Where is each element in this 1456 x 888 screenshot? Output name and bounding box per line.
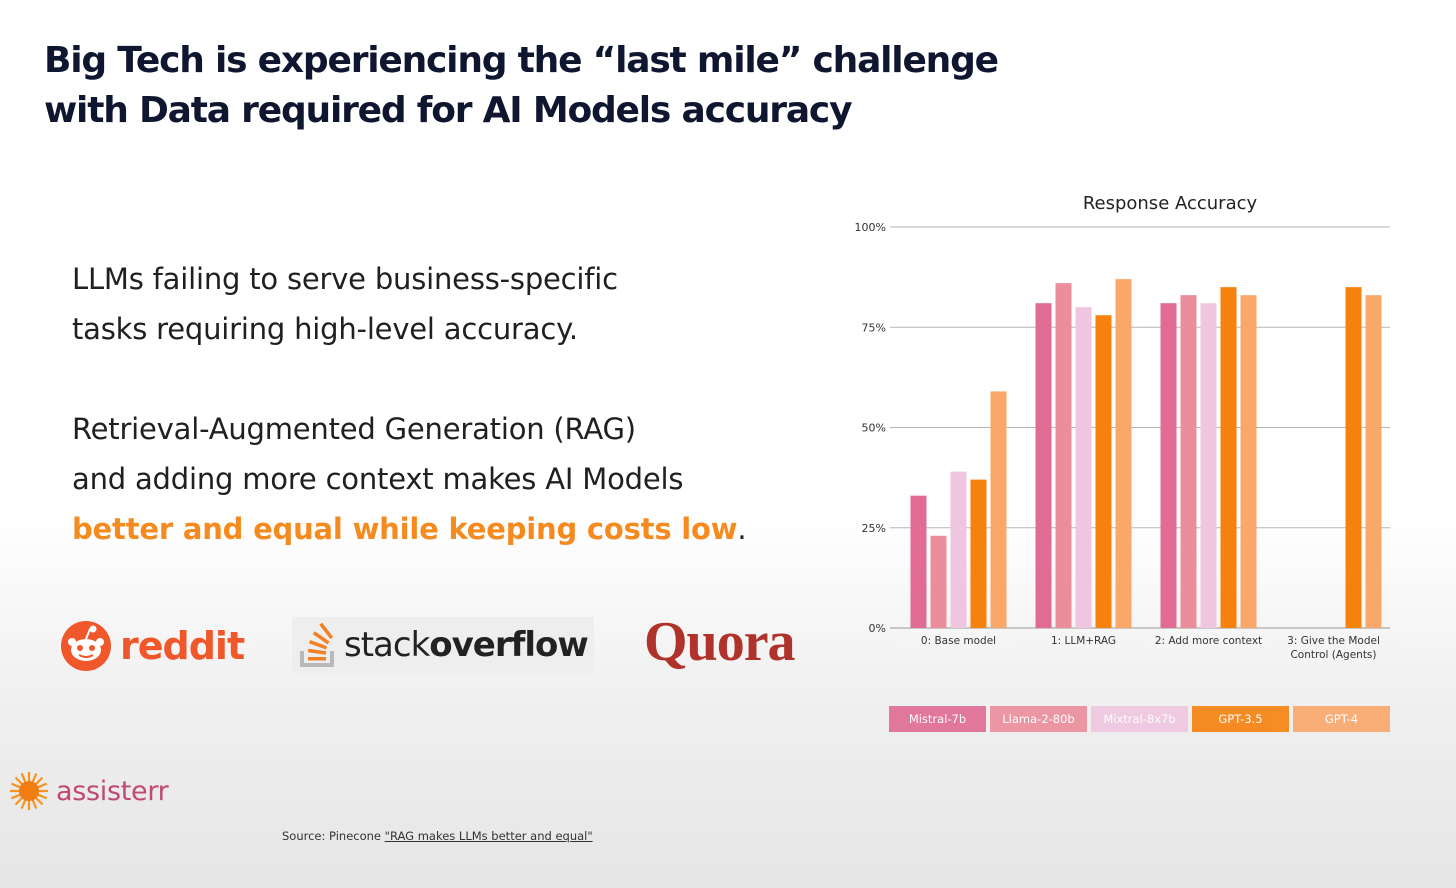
bar-mixtral-8x7b: [1200, 303, 1217, 628]
stackoverflow-icon: [300, 622, 334, 667]
stackoverflow-wordmark-stack: stack: [344, 625, 430, 665]
paragraph-line: LLMs failing to serve business-specific: [72, 262, 618, 296]
bar-mixtral-8x7b: [950, 471, 967, 628]
x-tick-label: Control (Agents): [1290, 649, 1376, 661]
bar-gpt-4: [1115, 279, 1132, 628]
paragraph-line: tasks requiring high-level accuracy.: [72, 312, 578, 346]
paragraph-llm-failing: LLMs failing to serve business-specific …: [72, 254, 618, 354]
y-tick-label: 50%: [862, 422, 886, 435]
quora-wordmark: Quora: [644, 611, 796, 673]
paragraph-line: Retrieval-Augmented Generation (RAG): [72, 412, 636, 446]
x-tick-label: 3: Give the Model: [1287, 635, 1380, 647]
bar-gpt-4: [1240, 295, 1257, 628]
reddit-logo: reddit: [60, 620, 245, 672]
x-tick-label: 2: Add more context: [1155, 635, 1262, 647]
y-tick-label: 0%: [869, 622, 886, 635]
slide-title: Big Tech is experiencing the “last mile”…: [44, 36, 999, 136]
slide-title-line-2: with Data required for AI Models accurac…: [44, 90, 853, 131]
x-tick-label: 0: Base model: [921, 635, 996, 647]
bar-mistral-7b: [1035, 303, 1052, 628]
assisterr-logo: assisterr: [8, 770, 169, 812]
legend-item: GPT-3.5: [1192, 706, 1289, 732]
sunburst-icon: [10, 772, 48, 810]
stackoverflow-wordmark-overflow: overflow: [429, 625, 589, 665]
bar-gpt-3-5: [1220, 287, 1237, 628]
paragraph-line: better and equal while keeping costs low…: [72, 504, 747, 554]
chart-legend: Mistral-7b Llama-2-80b Mixtral-8x7b GPT-3.5…: [889, 706, 1390, 732]
bar-gpt-4: [1365, 295, 1382, 628]
legend-item: GPT-4: [1293, 706, 1390, 732]
legend-item: Llama-2-80b: [990, 706, 1087, 732]
quora-logo: Quora: [644, 610, 796, 674]
highlight-text: better and equal while keeping costs low: [72, 512, 738, 546]
paragraph-rag: Retrieval-Augmented Generation (RAG) and…: [72, 404, 747, 554]
y-tick-label: 75%: [862, 321, 886, 334]
bar-mistral-7b: [910, 495, 927, 628]
legend-item: Mistral-7b: [889, 706, 986, 732]
source-link[interactable]: "RAG makes LLMs better and equal": [384, 829, 593, 843]
bar-gpt-3-5: [1345, 287, 1362, 628]
response-accuracy-chart: Response Accuracy 0% 25% 50% 75% 100% 0: Base …: [855, 193, 1390, 661]
legend-item: Mixtral-8x7b: [1091, 706, 1188, 732]
x-tick-label: 1: LLM+RAG: [1051, 635, 1116, 647]
stackoverflow-logo: stack overflow: [292, 617, 594, 673]
bar-mistral-7b: [1160, 303, 1177, 628]
slide-title-line-1: Big Tech is experiencing the “last mile”…: [44, 40, 999, 81]
bar-gpt-3-5: [1095, 315, 1112, 628]
source-citation: Source: Pinecone "RAG makes LLMs better …: [282, 829, 593, 843]
bar-llama-2-80b: [1055, 283, 1072, 628]
assisterr-wordmark: assisterr: [56, 775, 169, 807]
bar-mixtral-8x7b: [1075, 307, 1092, 628]
y-tick-label: 100%: [855, 221, 886, 234]
reddit-alien-icon: [61, 621, 111, 671]
sentence-period: .: [737, 512, 747, 546]
bar-gpt-4: [990, 391, 1007, 628]
bar-llama-2-80b: [930, 535, 947, 628]
source-prefix: Source: Pinecone: [282, 829, 385, 843]
chart-title: Response Accuracy: [1083, 193, 1258, 214]
paragraph-line: and adding more context makes AI Models: [72, 462, 684, 496]
y-tick-label: 25%: [862, 522, 886, 535]
reddit-wordmark: reddit: [120, 624, 245, 668]
bar-gpt-3-5: [970, 479, 987, 628]
bar-llama-2-80b: [1180, 295, 1197, 628]
